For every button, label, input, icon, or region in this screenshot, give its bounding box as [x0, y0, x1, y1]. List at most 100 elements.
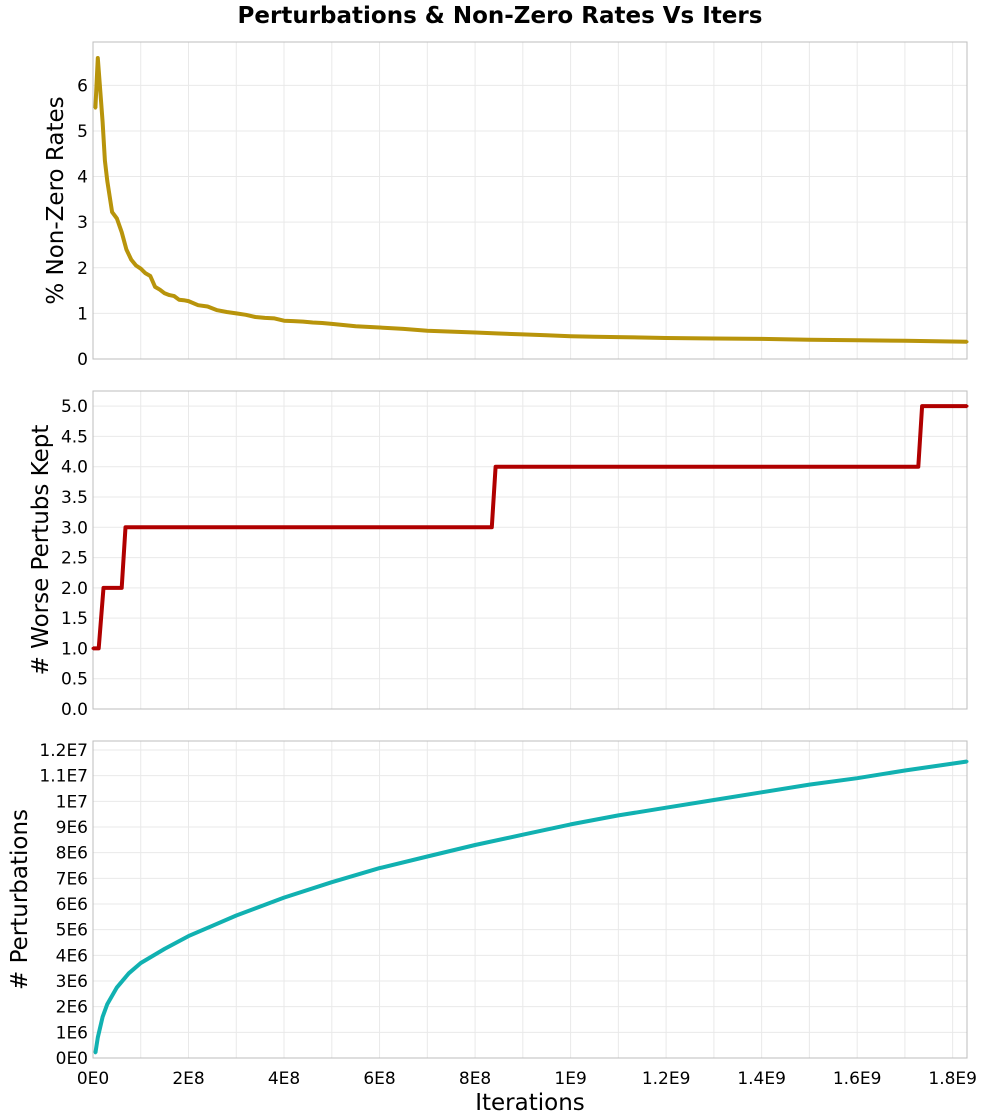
data-point [330, 322, 334, 326]
y-tick-label: 1.1E7 [39, 767, 88, 787]
series-line-non-zero-rates [93, 56, 968, 344]
data-point [301, 320, 305, 324]
y-tick-label: 5 [77, 122, 88, 142]
data-point [96, 1036, 100, 1039]
y-axis-label-worse-pertubs-kept: # Worse Pertubs Kept [28, 425, 54, 676]
data-point [124, 525, 127, 529]
data-point [105, 179, 109, 183]
y-tick-label: 2E6 [56, 998, 88, 1018]
y-tick-label: 6 [77, 76, 88, 96]
data-point [855, 776, 859, 780]
y-tick-label: 5E6 [56, 921, 88, 941]
chart-title: Perturbations & Non-Zero Rates Vs Iters [238, 3, 763, 29]
data-point [855, 338, 859, 342]
data-point [234, 914, 238, 917]
y-tick-label: 4 [77, 168, 88, 188]
data-point [158, 288, 162, 292]
data-point [664, 806, 668, 810]
data-point [215, 308, 219, 312]
data-point [167, 293, 171, 297]
panel-worse-pertubs-kept: 0.0 0.5 1.0 1.5 2.0 2.5 3.0 3.5 4.0 4.5 5.0 # Worse… [28, 390, 969, 720]
y-tick-label: 0.5 [61, 670, 88, 690]
data-point [920, 404, 924, 408]
y-tick-label: 1E7 [56, 792, 88, 812]
x-tick-label: 1.6E9 [833, 1069, 882, 1089]
series-points-perturbations [93, 760, 969, 1055]
data-point [101, 1015, 105, 1019]
data-point [569, 822, 573, 826]
x-tick-label: 1.4E9 [737, 1069, 786, 1089]
x-tick-label: 1.2E9 [642, 1069, 691, 1089]
data-point [187, 934, 190, 938]
y-tick-label: 3E6 [56, 972, 88, 992]
data-point [244, 313, 248, 317]
data-point [494, 465, 498, 469]
data-point [760, 337, 764, 341]
data-point [124, 248, 128, 251]
data-point [425, 855, 429, 858]
data-point [177, 298, 181, 302]
data-point [490, 525, 494, 529]
data-point [664, 336, 668, 340]
data-point [712, 337, 716, 340]
x-axis: 0E0 2E8 4E8 6E8 8E8 1E9 1.2E9 1.4E9 1.6E9 1.8E9 [77, 1069, 977, 1089]
y-axis-label-perturbations: # Perturbations [7, 809, 33, 990]
y-tick-label: 0 [77, 350, 88, 370]
data-point [521, 833, 525, 837]
y-tick-label: 2.5 [61, 549, 88, 569]
data-point [93, 106, 97, 110]
x-tick-label: 8E8 [459, 1069, 491, 1089]
y-tick-label: 2 [77, 259, 88, 279]
grid-perturbations [92, 741, 967, 1059]
data-point [127, 971, 131, 975]
plot-frame [92, 740, 968, 1059]
data-point [91, 646, 95, 650]
data-point [616, 813, 620, 817]
data-point [401, 327, 405, 331]
plot-frame [92, 390, 968, 710]
grid-worse-pertubs-kept [92, 391, 967, 710]
data-point [139, 267, 143, 271]
data-point [187, 299, 190, 303]
data-point [234, 311, 238, 315]
y-tick-label: 3 [77, 213, 88, 233]
y-tick-label: 8E6 [56, 844, 88, 864]
y-tick-label: 1.5 [61, 609, 88, 629]
series-points-non-zero-rates [93, 56, 969, 344]
x-tick-label: 2E8 [172, 1069, 204, 1089]
data-point [148, 274, 152, 278]
y-tick-label: 5.0 [61, 397, 88, 417]
data-point [378, 866, 382, 870]
data-point [98, 88, 102, 92]
data-point [120, 230, 124, 234]
y-tick-label: 3.0 [61, 518, 88, 538]
data-point [172, 294, 176, 298]
data-point [965, 760, 969, 763]
data-point [97, 646, 101, 650]
series-line-worse-pertubs-kept [93, 404, 967, 651]
y-tick-label: 0.0 [61, 700, 88, 720]
panel-perturbations: 0E0 1E6 2E6 3E6 4E6 5E6 6E6 7E6 8E6 9E6 1E7 1.1E7 1.… [7, 740, 969, 1069]
data-point [807, 783, 811, 787]
data-point [144, 271, 147, 275]
x-tick-label: 0E0 [77, 1069, 109, 1089]
data-point [569, 334, 573, 338]
y-tick-label: 4.5 [61, 427, 88, 447]
plot-frame [92, 41, 968, 360]
data-point [449, 330, 453, 334]
y-axis-label-non-zero-rates: % Non-Zero Rates [43, 96, 69, 304]
series-points-worse-pertubs-kept [91, 404, 969, 650]
data-point [120, 586, 124, 590]
data-point [378, 326, 382, 329]
data-point [210, 924, 214, 928]
data-point [101, 120, 105, 124]
data-point [807, 338, 811, 342]
y-tick-label: 7E6 [56, 869, 88, 889]
data-point [965, 340, 969, 344]
data-point [473, 843, 477, 847]
data-point [760, 790, 764, 794]
data-point [354, 324, 358, 328]
data-point [311, 321, 315, 324]
data-point [273, 316, 276, 320]
